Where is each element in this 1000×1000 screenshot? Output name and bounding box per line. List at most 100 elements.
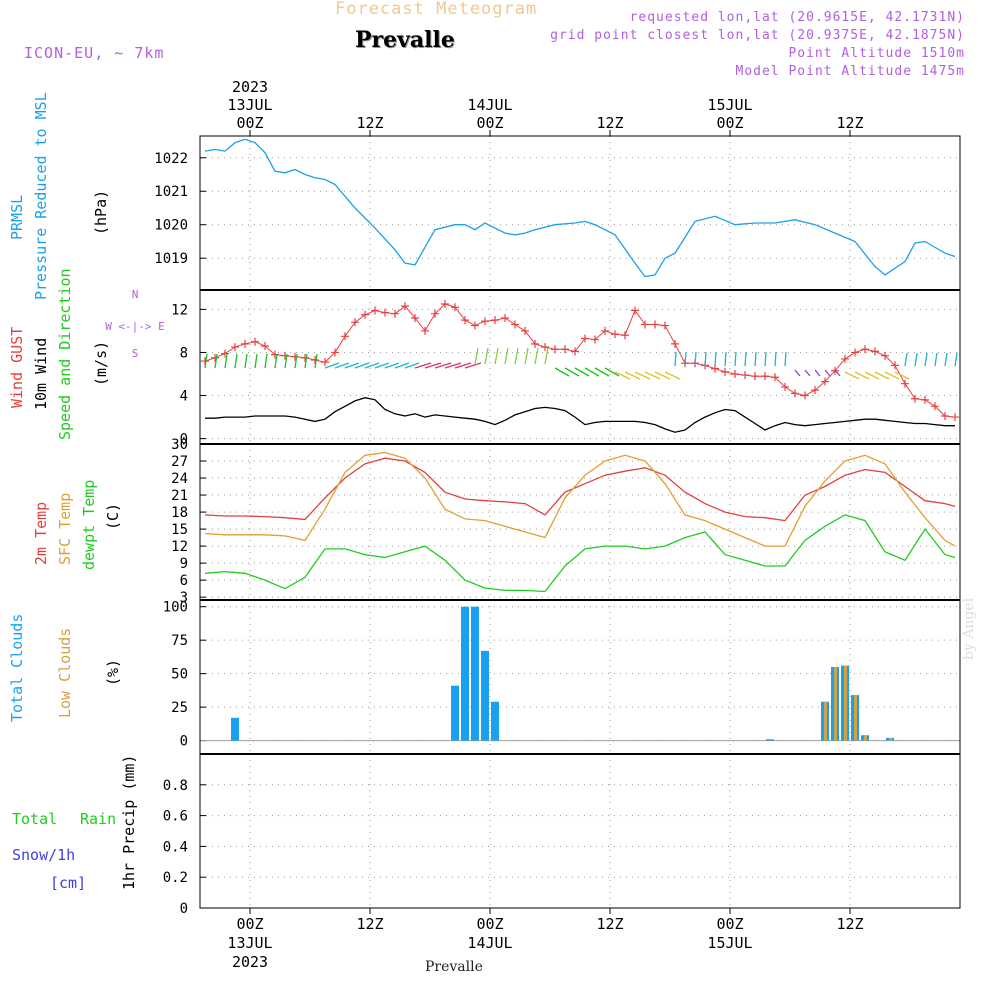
wind-direction-arrow — [244, 353, 248, 369]
x-tick-label-top: 12Z — [836, 114, 863, 132]
low-clouds-bar — [889, 737, 892, 741]
y-tick-label: 18 — [171, 505, 188, 521]
gust-marker — [771, 373, 779, 382]
place-title: Prevalle — [355, 27, 455, 53]
gust-marker — [411, 314, 419, 322]
y-tick-label: 100 — [163, 600, 188, 616]
wind-direction-arrow — [234, 353, 238, 369]
wind-direction-arrow — [384, 362, 400, 369]
gust-marker — [521, 326, 529, 335]
y-tick-label: 0 — [180, 901, 188, 917]
wind-direction-arrow — [414, 362, 432, 369]
x-year-label-top: 2023 — [232, 78, 268, 96]
wind-direction-arrow — [844, 371, 860, 380]
y-tick-label: 0.2 — [163, 870, 188, 886]
wind-direction-arrow — [484, 347, 489, 365]
gust-marker — [801, 391, 809, 400]
label-total: Total — [12, 810, 57, 828]
y-tick-label: 0 — [180, 734, 188, 750]
gust-marker — [781, 382, 789, 391]
x-tick-label-bottom: 00Z — [476, 915, 503, 933]
gust-marker — [731, 370, 739, 378]
low-clouds-bar — [864, 735, 867, 741]
wind-direction-arrow — [924, 352, 928, 367]
gust-marker — [631, 306, 639, 315]
gust-marker — [441, 300, 449, 308]
compass-n: N — [132, 288, 139, 301]
y-tick-label: 0.8 — [163, 778, 188, 794]
wind-direction-arrow — [914, 352, 918, 367]
gust-marker — [551, 345, 559, 354]
wind-direction-arrow — [664, 371, 681, 380]
gust-marker — [931, 402, 939, 411]
wind-direction-arrow — [294, 353, 298, 369]
label-sfc-temp: SFC Temp — [56, 493, 74, 565]
y-tick-label: 21 — [171, 488, 188, 504]
label-wind-gust: Wind GUST — [8, 327, 26, 408]
gust-marker — [531, 339, 539, 348]
low-clouds-bar — [834, 666, 837, 741]
gust-marker — [751, 372, 759, 381]
gust-marker — [541, 343, 549, 352]
label-total-clouds: Total Clouds — [8, 614, 26, 722]
label-ms: (m/s) — [92, 341, 110, 386]
model-point-altitude: Model Point Altitude 1475m — [735, 64, 965, 79]
wind-direction-arrow — [934, 352, 938, 367]
gust-marker — [501, 314, 509, 322]
total-clouds-bar — [481, 650, 489, 741]
compass-we: W <-|-> E — [105, 320, 165, 333]
gust-marker — [811, 386, 819, 395]
wind-direction-arrow — [354, 362, 370, 369]
x-year-label-bottom: 2023 — [232, 953, 268, 971]
gust-marker — [321, 358, 329, 367]
dewpt-temp-line — [204, 514, 956, 593]
wind-direction-arrow — [734, 351, 737, 367]
gust-marker — [361, 310, 369, 319]
y-tick-label: 8 — [180, 345, 188, 361]
gust-marker — [271, 350, 279, 359]
wind-direction-arrow — [284, 353, 288, 369]
gust-marker — [341, 332, 349, 341]
y-tick-label: 9 — [180, 556, 188, 572]
gust-marker — [891, 361, 899, 370]
gust-marker — [571, 347, 579, 356]
y-tick-label: 1020 — [154, 218, 188, 234]
wind-direction-arrow — [804, 369, 811, 377]
gust-marker — [741, 371, 749, 380]
gust-marker — [761, 372, 769, 381]
wind-direction-arrow — [554, 367, 570, 377]
gust-marker — [461, 316, 469, 325]
x-tick-label-top: 00Z — [236, 114, 263, 132]
wind-direction-arrow — [654, 371, 671, 380]
wind-direction-arrow — [904, 352, 908, 367]
low-clouds-bar — [824, 701, 827, 741]
gust-marker — [371, 306, 379, 315]
wind-direction-arrow — [694, 351, 697, 367]
x-tick-label-top: 12Z — [356, 114, 383, 132]
label-rain: Rain — [80, 810, 116, 828]
y-tick-label: 6 — [180, 573, 188, 589]
wind-direction-arrow — [344, 362, 360, 369]
gust-marker — [391, 309, 399, 318]
pressure-line — [204, 138, 956, 278]
label-dewpt-temp: dewpt Temp — [80, 480, 98, 570]
x-date-label-top: 14JUL — [467, 96, 512, 114]
compass-s: S — [132, 347, 139, 360]
total-clouds-bar — [451, 685, 459, 741]
wind-direction-arrow — [544, 347, 549, 365]
wind-direction-arrow — [584, 367, 600, 377]
x-tick-label-bottom: 00Z — [716, 915, 743, 933]
gust-marker — [591, 335, 599, 344]
gust-line — [204, 303, 956, 418]
wind-direction-arrow — [894, 371, 910, 380]
wind-direction-arrow — [324, 362, 340, 369]
wind-direction-arrow — [204, 353, 208, 369]
panel-frame — [199, 443, 961, 601]
gust-marker — [451, 303, 459, 312]
gust-marker — [671, 339, 679, 348]
wind-direction-arrow — [884, 371, 900, 380]
2m-temp-line — [204, 457, 956, 522]
x-date-label-top: 13JUL — [227, 96, 272, 114]
gust-marker — [261, 342, 269, 350]
wind-direction-arrow — [624, 371, 641, 380]
